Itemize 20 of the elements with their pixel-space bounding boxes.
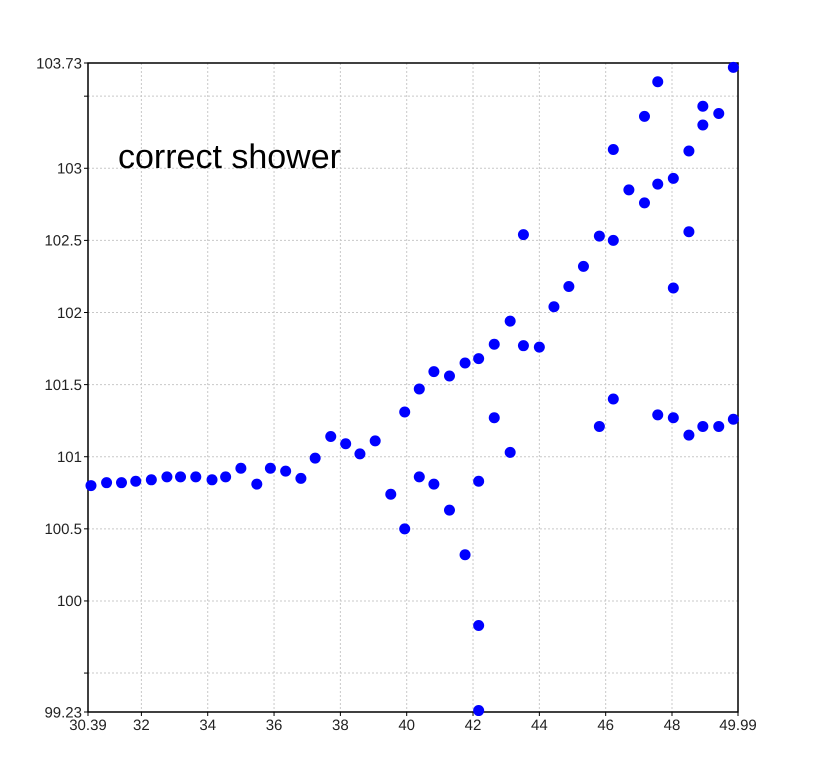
x-tick-label: 48 (664, 717, 680, 734)
y-tick-label: 103 (56, 160, 82, 178)
x-tick-label: 42 (464, 717, 482, 734)
x-tick-label: 32 (133, 717, 150, 734)
x-tick-label: 30.39 (69, 717, 107, 734)
y-tick-label: 100.5 (44, 521, 82, 538)
x-tick-label: 49.99 (719, 717, 757, 734)
x-tick-label: 44 (531, 717, 548, 734)
y-tick-label: 101 (56, 448, 82, 466)
y-tick-label: 100 (56, 593, 82, 610)
y-tick-label: 102 (56, 304, 82, 322)
y-tick-label: 102.5 (44, 232, 82, 250)
annotation: correct shower (118, 138, 341, 176)
y-tick-label: 103.73 (36, 55, 82, 72)
x-tick-label: 46 (597, 717, 614, 734)
x-tick-label: 34 (199, 717, 216, 734)
y-tick-label: 101.5 (44, 376, 82, 394)
x-tick-label: 40 (398, 717, 416, 734)
x-tick-label: 38 (332, 717, 349, 734)
x-tick-label: 36 (266, 717, 282, 734)
